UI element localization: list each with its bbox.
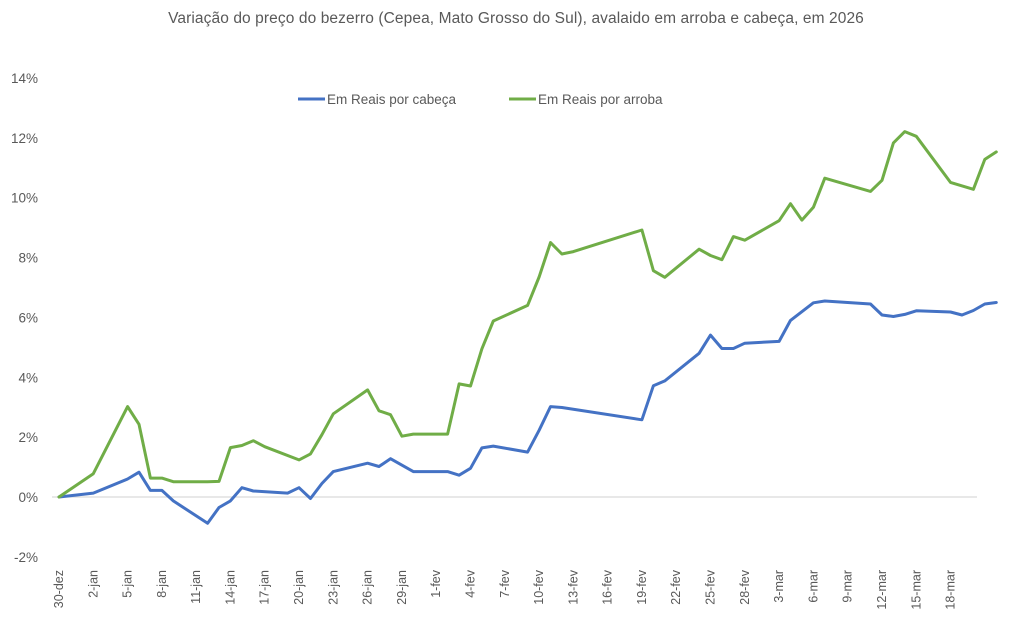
x-tick-label: 28-fev xyxy=(738,569,752,604)
y-tick-label: 6% xyxy=(18,310,38,325)
y-tick-label: -2% xyxy=(14,550,38,565)
x-tick-label: 11-jan xyxy=(189,570,203,604)
y-tick-label: 0% xyxy=(18,490,38,505)
legend-label: Em Reais por cabeça xyxy=(327,92,457,107)
x-tick-label: 10-fev xyxy=(532,569,546,604)
x-tick-label: 3-mar xyxy=(772,570,786,603)
x-tick-label: 17-jan xyxy=(258,570,272,605)
x-tick-label: 7-fev xyxy=(498,569,512,598)
x-tick-label: 5-jan xyxy=(121,570,135,598)
x-tick-label: 19-fev xyxy=(635,569,649,604)
x-tick-label: 14-jan xyxy=(223,570,237,605)
y-tick-label: 8% xyxy=(18,251,38,266)
y-tick-label: 10% xyxy=(11,191,38,206)
chart-title: Variação do preço do bezerro (Cepea, Mat… xyxy=(168,10,864,27)
x-tick-label: 2-jan xyxy=(86,570,100,598)
x-tick-label: 12-mar xyxy=(875,570,889,610)
x-tick-label: 9-mar xyxy=(841,570,855,603)
y-tick-label: 2% xyxy=(18,430,38,445)
x-tick-label: 18-mar xyxy=(944,570,958,610)
x-tick-label: 13-fev xyxy=(566,569,580,604)
x-tick-label: 25-fev xyxy=(704,569,718,604)
y-tick-label: 12% xyxy=(11,131,38,146)
series-layer xyxy=(57,130,998,525)
x-tick-label: 20-jan xyxy=(292,570,306,605)
y-tick-label: 14% xyxy=(11,71,38,86)
x-tick-label: 23-jan xyxy=(326,570,340,605)
x-tick-label: 15-mar xyxy=(909,570,923,610)
x-tick-label: 30-dez xyxy=(52,570,66,608)
series-line-arroba xyxy=(57,130,998,499)
x-tick-label: 1-fev xyxy=(429,569,443,598)
legend-label: Em Reais por arroba xyxy=(538,92,663,107)
x-tick-label: 4-fev xyxy=(463,569,477,598)
y-axis: -2% 0% 2% 4% 6% 8% 10% 12% 14% xyxy=(11,71,38,565)
series-line-cabeca xyxy=(57,299,998,525)
x-tick-label: 22-fev xyxy=(669,569,683,604)
y-tick-label: 4% xyxy=(18,370,38,385)
x-axis: 30-dez 2-jan 5-jan 8-jan 11-jan 14-jan 17-jan 2… xyxy=(52,569,958,609)
legend: Em Reais por cabeça Em Reais por arroba xyxy=(298,92,663,107)
x-tick-label: 29-jan xyxy=(395,570,409,605)
x-tick-label: 26-jan xyxy=(361,570,375,605)
x-tick-label: 8-jan xyxy=(155,570,169,598)
x-tick-label: 16-fev xyxy=(601,569,615,604)
x-tick-label: 6-mar xyxy=(806,570,820,603)
